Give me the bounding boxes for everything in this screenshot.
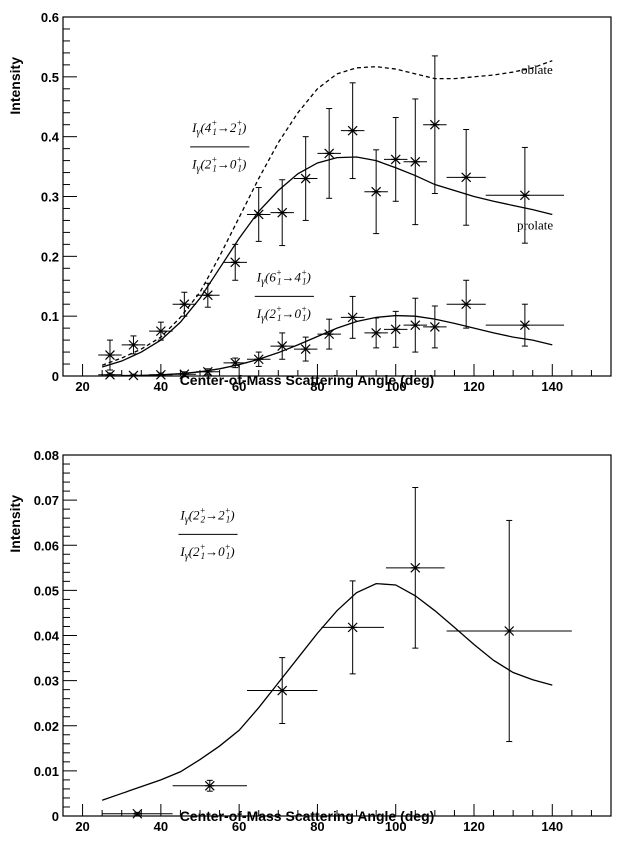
y-tick-label: 0.6 <box>41 10 59 25</box>
ratio-numerator: Iγ(2+ 2→2+ 1) <box>179 506 234 526</box>
y-tick-label: 0.03 <box>34 674 59 689</box>
x-tick-label: 140 <box>541 379 563 394</box>
y-tick-label: 0.1 <box>41 309 59 324</box>
ratio_label_2_2: Iγ(2+ 2→2+ 1) Iγ(2+ 1→0+ 1) <box>178 506 237 562</box>
y-tick-label: 0.5 <box>41 70 59 85</box>
ratio-denominator: Iγ(2+ 1→0+ 1) <box>179 542 234 562</box>
x-tick-label: 40 <box>154 819 168 834</box>
x-axis-label: Center-of-Mass Scattering Angle (deg) <box>180 808 435 824</box>
y-tick-label: 0 <box>52 369 59 384</box>
bottom-panel: 20 40 60 80 100 120 14000.010.020.030.040.050.… <box>7 448 611 834</box>
ratio-denominator: Iγ(2+ 1→0+ 1) <box>256 304 311 324</box>
y-tick-label: 0.3 <box>41 190 59 205</box>
series-ratio_4_2 <box>98 56 564 370</box>
curve-prolate_6_4 <box>102 316 552 376</box>
ratio_label_6_4: Iγ(6+ 1→4+ 1) Iγ(2+ 1→0+ 1) <box>255 267 314 324</box>
x-tick-label: 120 <box>463 819 485 834</box>
x-tick-label: 140 <box>541 819 563 834</box>
x-tick-label: 20 <box>75 819 89 834</box>
y-tick-label: 0.05 <box>34 583 59 598</box>
y-tick-label: 0.01 <box>34 764 59 779</box>
data-point <box>105 370 114 379</box>
y-tick-label: 0.08 <box>34 448 59 463</box>
x-tick-label: 40 <box>154 379 168 394</box>
y-tick-label: 0 <box>52 809 59 824</box>
data-point <box>129 371 138 380</box>
ratio-denominator: Iγ(2+ 1→0+ 1) <box>191 154 246 174</box>
ratio-numerator: Iγ(6+ 1→4+ 1) <box>256 267 311 287</box>
series-ratio_2_2 <box>102 487 572 818</box>
y-tick-label: 0.07 <box>34 493 59 508</box>
y-tick-label: 0.04 <box>34 629 60 644</box>
y-tick-label: 0.4 <box>41 130 60 145</box>
annotation-prolate: prolate <box>517 217 553 232</box>
y-tick-label: 0.06 <box>34 538 59 553</box>
annotation-oblate: oblate <box>521 62 553 77</box>
x-tick-label: 120 <box>463 379 485 394</box>
top-panel: 20 40 60 80 100 120 14000.10.20.30.40.50.6Cent… <box>7 10 611 394</box>
ratio-numerator: Iγ(4+ 1→2+ 1) <box>191 118 246 138</box>
ratio_label_4_2: Iγ(4+ 1→2+ 1) Iγ(2+ 1→0+ 1) <box>190 118 249 175</box>
plot-frame <box>63 455 611 816</box>
data-point <box>133 809 142 818</box>
x-axis-label: Center-of-Mass Scattering Angle (deg) <box>180 372 435 388</box>
y-tick-label: 0.2 <box>41 249 59 264</box>
curve-model_2_2 <box>102 584 552 801</box>
y-axis-label: Intensity <box>7 57 23 115</box>
y-axis-label: Intensity <box>7 495 23 553</box>
y-tick-label: 0.02 <box>34 719 59 734</box>
x-tick-label: 20 <box>75 379 89 394</box>
